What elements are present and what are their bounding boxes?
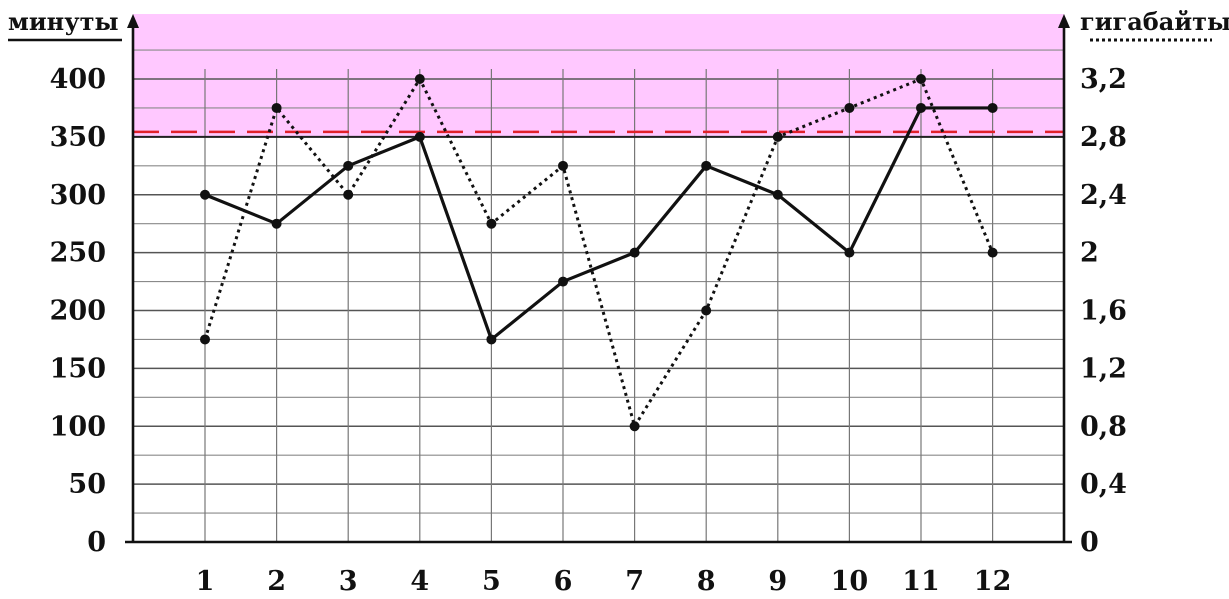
x-tick-label: 6 [554,566,573,597]
gigabytes-data-point [414,74,425,84]
minutes-data-point [916,102,926,113]
gigabytes-data-point [486,218,497,229]
x-tick-label: 3 [339,566,358,597]
minutes-data-point [343,160,354,171]
minutes-data-point [629,247,640,258]
x-tick-label: 9 [768,566,787,597]
grid-layer [133,49,1064,542]
minutes-data-point [486,334,497,345]
right-axis-unit-label: гигабайты [1080,7,1229,36]
left-tick-label: 250 [50,238,106,269]
gigabytes-data-point [343,189,354,200]
right-tick-label: 2,8 [1080,122,1127,153]
x-tick-label: 10 [831,566,869,597]
minutes-data-point [414,131,425,142]
axes-layer [125,14,1072,544]
gigabytes-series-line [203,77,994,428]
gigabytes-data-point [558,160,568,171]
x-tick-label: 11 [902,566,940,597]
right-tick-label: 2 [1080,238,1099,269]
left-tick-label: 300 [50,180,106,211]
left-axis-unit-label: минуты [8,7,119,36]
minutes-data-point [772,189,783,200]
x-tick-label: 5 [482,566,501,597]
gigabytes-data-point [844,102,855,113]
gigabytes-data-point [200,334,210,345]
shaded-region-layer [133,14,1064,137]
minutes-data-point [200,189,210,200]
x-tick-label: 2 [267,566,286,597]
right-tick-label: 2,4 [1080,180,1127,211]
gigabytes-data-point [916,74,926,84]
left-tick-label: 0 [87,527,106,558]
minutes-data-point [271,218,282,229]
gigabytes-data-point [772,131,783,142]
left-tick-label: 350 [50,122,106,153]
minutes-data-point [987,102,998,113]
minutes-data-point [844,247,855,258]
x-tick-label: 7 [625,566,644,597]
gigabytes-data-point [987,247,998,258]
left-tick-label: 200 [50,296,106,327]
left-tick-label: 100 [50,411,106,442]
left-tick-label: 150 [50,353,106,384]
right-axis-arrow [1058,14,1070,28]
label-layer: минуты гигабайты 05010015020025030035040… [8,7,1229,597]
gigabytes-data-point [701,305,712,316]
x-tick-label: 8 [697,566,716,597]
gigabytes-data-point [271,102,282,113]
right-tick-label: 1,6 [1080,296,1127,327]
x-tick-label: 1 [196,566,215,597]
shaded-region [133,14,1064,137]
right-tick-label: 0,4 [1080,469,1127,500]
x-tick-label: 12 [974,566,1012,597]
minutes-data-point [701,160,712,171]
right-tick-label: 0,8 [1080,411,1127,442]
right-tick-label: 1,2 [1080,353,1127,384]
right-tick-label: 3,2 [1080,64,1127,95]
right-tick-label: 0 [1080,527,1099,558]
x-tick-label: 4 [410,566,429,597]
minutes-data-point [558,276,568,287]
left-tick-label: 400 [50,64,106,95]
left-tick-label: 50 [68,469,106,500]
minutes-series-line [204,106,993,342]
gigabytes-data-point [629,421,640,432]
left-axis-arrow [127,14,139,28]
series-layer [200,74,998,432]
